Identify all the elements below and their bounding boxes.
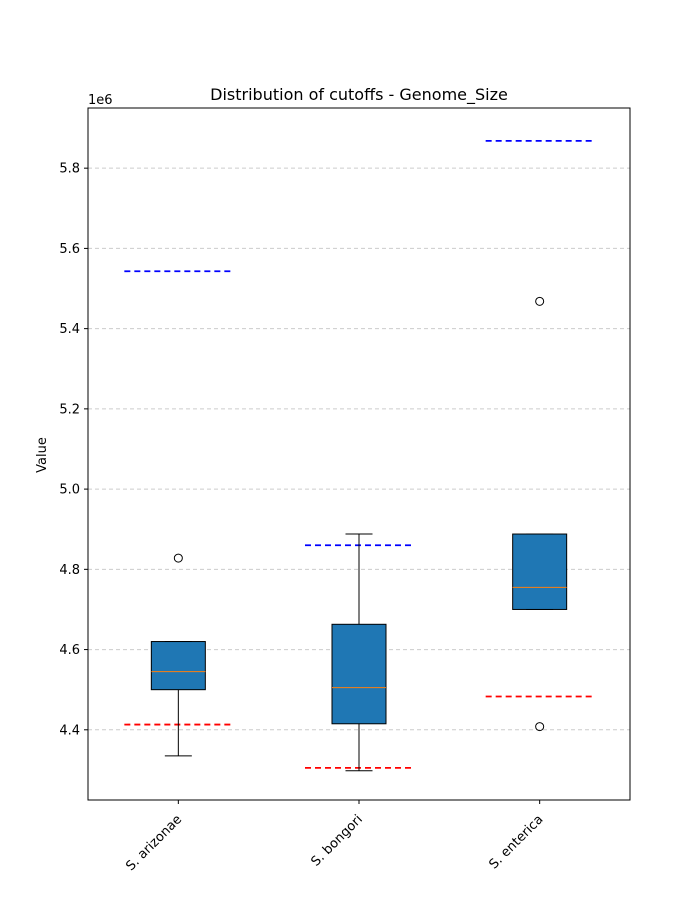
box-group bbox=[331, 533, 387, 772]
iqr-box bbox=[331, 623, 387, 725]
y-axis-label: Value bbox=[35, 437, 50, 473]
y-tick-label: 5.6 bbox=[59, 242, 80, 257]
chart-title: Distribution of cutoffs - Genome_Size bbox=[210, 85, 508, 105]
x-ticks: S. arizonae S. bongori S. enterica bbox=[123, 800, 546, 874]
outlier-point bbox=[535, 296, 545, 306]
box-group bbox=[512, 296, 568, 732]
boxes bbox=[150, 296, 568, 772]
y-offset-label: 1e6 bbox=[88, 93, 113, 108]
x-tick-label: S. enterica bbox=[486, 812, 546, 872]
y-tick-label: 5.2 bbox=[59, 402, 80, 417]
y-ticks: 4.4 4.6 4.8 5.0 5.2 5.4 5.6 5.8 bbox=[59, 162, 88, 738]
outlier-point bbox=[535, 722, 545, 732]
y-tick-label: 4.4 bbox=[59, 723, 80, 738]
y-tick-label: 4.8 bbox=[59, 563, 80, 578]
iqr-box bbox=[150, 641, 206, 691]
y-tick-label: 4.6 bbox=[59, 643, 80, 658]
outlier-point bbox=[173, 553, 183, 563]
y-tick-label: 5.8 bbox=[59, 162, 80, 177]
iqr-box bbox=[512, 533, 568, 610]
x-tick-label: S. arizonae bbox=[123, 812, 185, 874]
y-tick-label: 5.4 bbox=[59, 322, 80, 337]
box-group bbox=[150, 553, 206, 757]
x-tick-label: S. bongori bbox=[308, 812, 365, 869]
y-tick-label: 5.0 bbox=[59, 483, 80, 498]
